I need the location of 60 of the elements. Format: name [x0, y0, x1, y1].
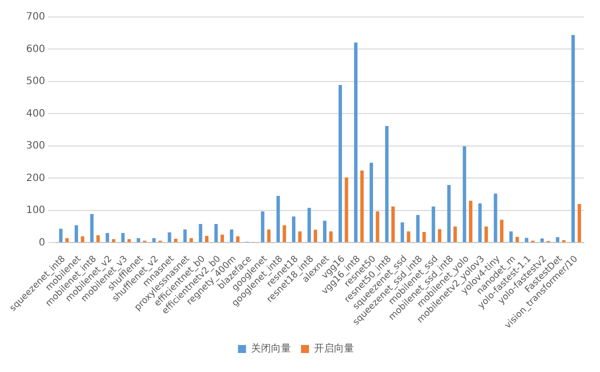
- bar: [136, 238, 140, 242]
- bar: [292, 216, 296, 242]
- y-tick-label: 100: [26, 205, 46, 216]
- bar: [370, 162, 374, 242]
- bar: [406, 231, 410, 242]
- bar: [260, 211, 264, 242]
- bar: [578, 204, 582, 242]
- bar: [121, 232, 125, 242]
- bar: [314, 230, 318, 242]
- bar: [80, 236, 84, 242]
- bar: [276, 196, 280, 242]
- bar: [214, 224, 218, 242]
- y-tick-label: 300: [26, 140, 46, 152]
- bar: [205, 236, 208, 242]
- bar: [174, 238, 178, 242]
- y-tick-label: 0: [38, 237, 46, 248]
- bar: [438, 229, 442, 242]
- bar: [422, 232, 426, 242]
- bar: [432, 206, 436, 242]
- bar: [453, 226, 457, 242]
- bar: [90, 214, 94, 242]
- bar: [556, 237, 560, 242]
- bar: [391, 206, 395, 242]
- bar: [484, 226, 488, 242]
- bar: [220, 234, 224, 242]
- bar: [447, 184, 451, 242]
- bar: [59, 228, 63, 242]
- y-tick-label: 200: [26, 172, 46, 184]
- bar: [298, 231, 302, 242]
- legend-label: 关闭向量: [251, 342, 291, 355]
- bar: [540, 238, 544, 242]
- bar: [127, 239, 131, 242]
- y-tick-label: 600: [26, 44, 46, 55]
- bar: [416, 214, 420, 242]
- bar: [468, 200, 472, 242]
- bar: [323, 220, 326, 242]
- bar: [236, 236, 240, 242]
- bar: [385, 126, 389, 242]
- bar: [400, 222, 404, 242]
- y-tick-label: 700: [26, 12, 46, 23]
- bar: [282, 225, 286, 242]
- y-tick-label: 400: [26, 108, 46, 120]
- bar: [338, 85, 342, 242]
- legend-label: 开启向量: [314, 342, 354, 355]
- bar: [198, 224, 202, 242]
- bar: [96, 235, 100, 242]
- y-tick-label: 500: [26, 76, 46, 88]
- bar: [106, 232, 110, 242]
- bar: [308, 208, 311, 242]
- bar: [329, 231, 333, 242]
- bar: [74, 225, 78, 242]
- bar: [230, 229, 234, 242]
- bar: [516, 236, 519, 242]
- bar: [571, 35, 575, 242]
- bar: [524, 238, 528, 242]
- bar: [112, 239, 116, 242]
- bar: [500, 220, 504, 242]
- bar: [267, 229, 271, 242]
- bar: [354, 42, 358, 242]
- bar: [190, 238, 193, 242]
